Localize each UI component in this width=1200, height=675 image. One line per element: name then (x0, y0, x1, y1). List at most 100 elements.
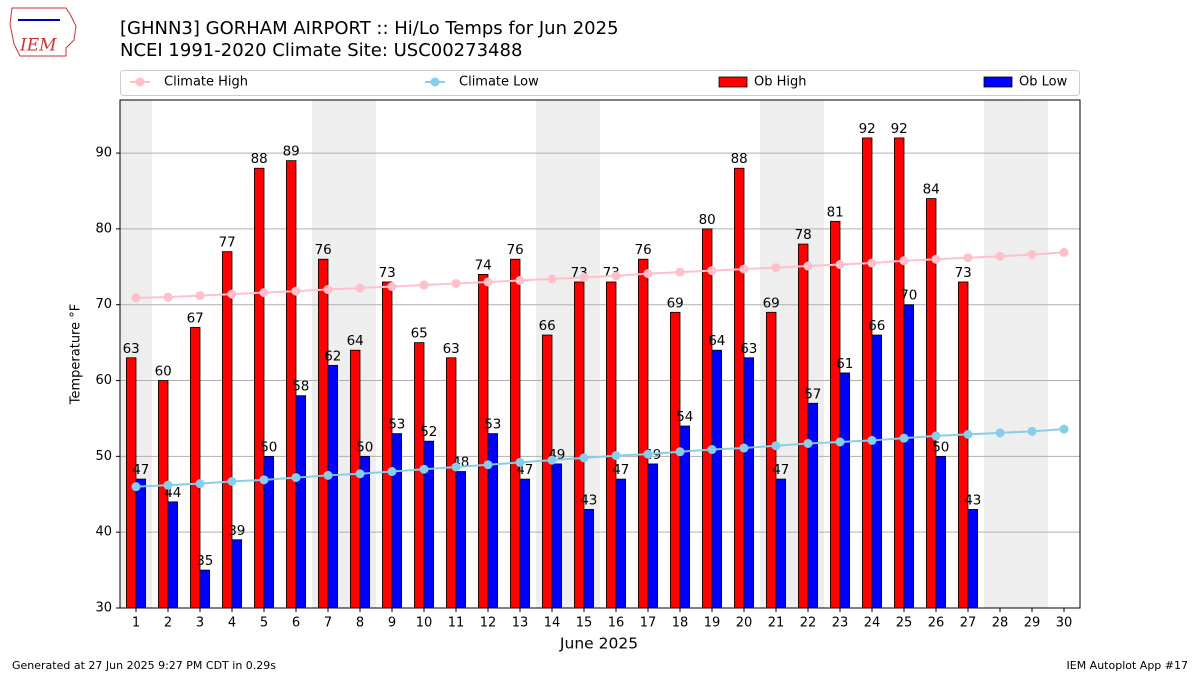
climate-marker (451, 278, 461, 288)
x-tick-label: 1 (132, 616, 140, 631)
value-label: 47 (772, 462, 789, 478)
y-axis-label: Temperature °F (69, 304, 84, 405)
climate-line (135, 251, 1065, 299)
value-label: 69 (667, 295, 684, 311)
climate-marker (611, 451, 621, 461)
bar (295, 395, 307, 609)
value-label: 92 (859, 121, 876, 137)
climate-marker (899, 433, 909, 443)
climate-marker (451, 462, 461, 472)
bar (862, 137, 873, 609)
climate-marker (547, 274, 557, 284)
x-tick-label: 18 (672, 616, 689, 631)
value-label: 47 (612, 462, 629, 478)
climate-marker (963, 429, 973, 439)
bar (509, 258, 521, 609)
value-label: 50 (932, 439, 949, 455)
x-tick-label: 6 (292, 616, 300, 631)
climate-marker (675, 267, 685, 277)
value-label: 88 (731, 151, 748, 167)
y-tick-label: 70 (95, 297, 112, 312)
value-label: 43 (580, 492, 597, 508)
climate-marker (163, 480, 173, 490)
x-tick-label: 21 (768, 616, 785, 631)
bar (551, 463, 563, 609)
value-label: 76 (635, 242, 652, 258)
x-tick-label: 19 (704, 616, 721, 631)
bar (935, 455, 947, 609)
legend-marker (135, 77, 145, 87)
value-label: 92 (891, 121, 908, 137)
bar (967, 509, 979, 609)
x-tick-label: 7 (324, 616, 332, 631)
value-label: 53 (388, 417, 405, 433)
climate-marker (195, 479, 205, 489)
climate-marker (995, 251, 1005, 261)
bar (583, 509, 595, 609)
x-tick-label: 16 (608, 616, 625, 631)
bar (519, 478, 531, 609)
value-label: 67 (187, 310, 204, 326)
climate-marker (707, 445, 717, 455)
x-tick-label: 28 (992, 616, 1009, 631)
climate-marker (131, 482, 141, 492)
bar (775, 478, 787, 609)
climate-marker (355, 283, 365, 293)
value-label: 88 (251, 151, 268, 167)
bar (574, 281, 585, 609)
x-tick-label: 2 (164, 616, 172, 631)
climate-marker (771, 441, 781, 451)
legend-label: Climate High (164, 75, 248, 90)
climate-marker (739, 264, 749, 274)
legend-swatch (718, 76, 748, 88)
value-label: 84 (923, 182, 940, 198)
bar (743, 357, 755, 609)
value-label: 53 (484, 417, 501, 433)
bar (606, 281, 617, 609)
logo-outline (9, 7, 77, 57)
bar (839, 372, 851, 609)
footer-right: IEM Autoplot App #17 (1067, 659, 1189, 672)
y-tick-label: 30 (95, 601, 112, 616)
climate-marker (259, 475, 269, 485)
value-label: 66 (539, 318, 556, 334)
legend-label: Climate Low (459, 75, 539, 90)
climate-marker (739, 443, 749, 453)
climate-marker (387, 282, 397, 292)
x-tick-label: 11 (448, 616, 465, 631)
x-tick-label: 15 (576, 616, 593, 631)
climate-marker (483, 277, 493, 287)
value-label: 73 (955, 265, 972, 281)
climate-marker (163, 292, 173, 302)
value-label: 77 (219, 235, 236, 251)
bar (807, 402, 819, 609)
x-tick-label: 27 (960, 616, 977, 631)
climate-marker (323, 470, 333, 480)
legend-label: Ob High (754, 75, 807, 90)
climate-marker (643, 269, 653, 279)
value-label: 39 (228, 523, 245, 539)
value-label: 60 (155, 364, 172, 380)
bar (477, 273, 489, 609)
climate-marker (131, 293, 141, 303)
value-label: 52 (420, 424, 437, 440)
y-tick-label: 80 (95, 221, 112, 236)
footer-left: Generated at 27 Jun 2025 9:27 PM CDT in … (12, 659, 276, 672)
bar (381, 281, 393, 609)
value-label: 66 (868, 318, 885, 334)
climate-marker (291, 286, 301, 296)
x-tick-label: 24 (864, 616, 881, 631)
bar (711, 349, 723, 609)
bar (487, 433, 499, 609)
value-label: 50 (356, 439, 373, 455)
value-label: 62 (324, 348, 341, 364)
value-label: 65 (411, 326, 428, 342)
x-tick-label: 22 (800, 616, 817, 631)
chart-title: [GHNN3] GORHAM AIRPORT :: Hi/Lo Temps fo… (120, 18, 619, 39)
x-tick-label: 5 (260, 616, 268, 631)
bar (647, 463, 659, 609)
climate-marker (995, 428, 1005, 438)
value-label: 70 (900, 288, 917, 304)
bar (199, 569, 211, 609)
